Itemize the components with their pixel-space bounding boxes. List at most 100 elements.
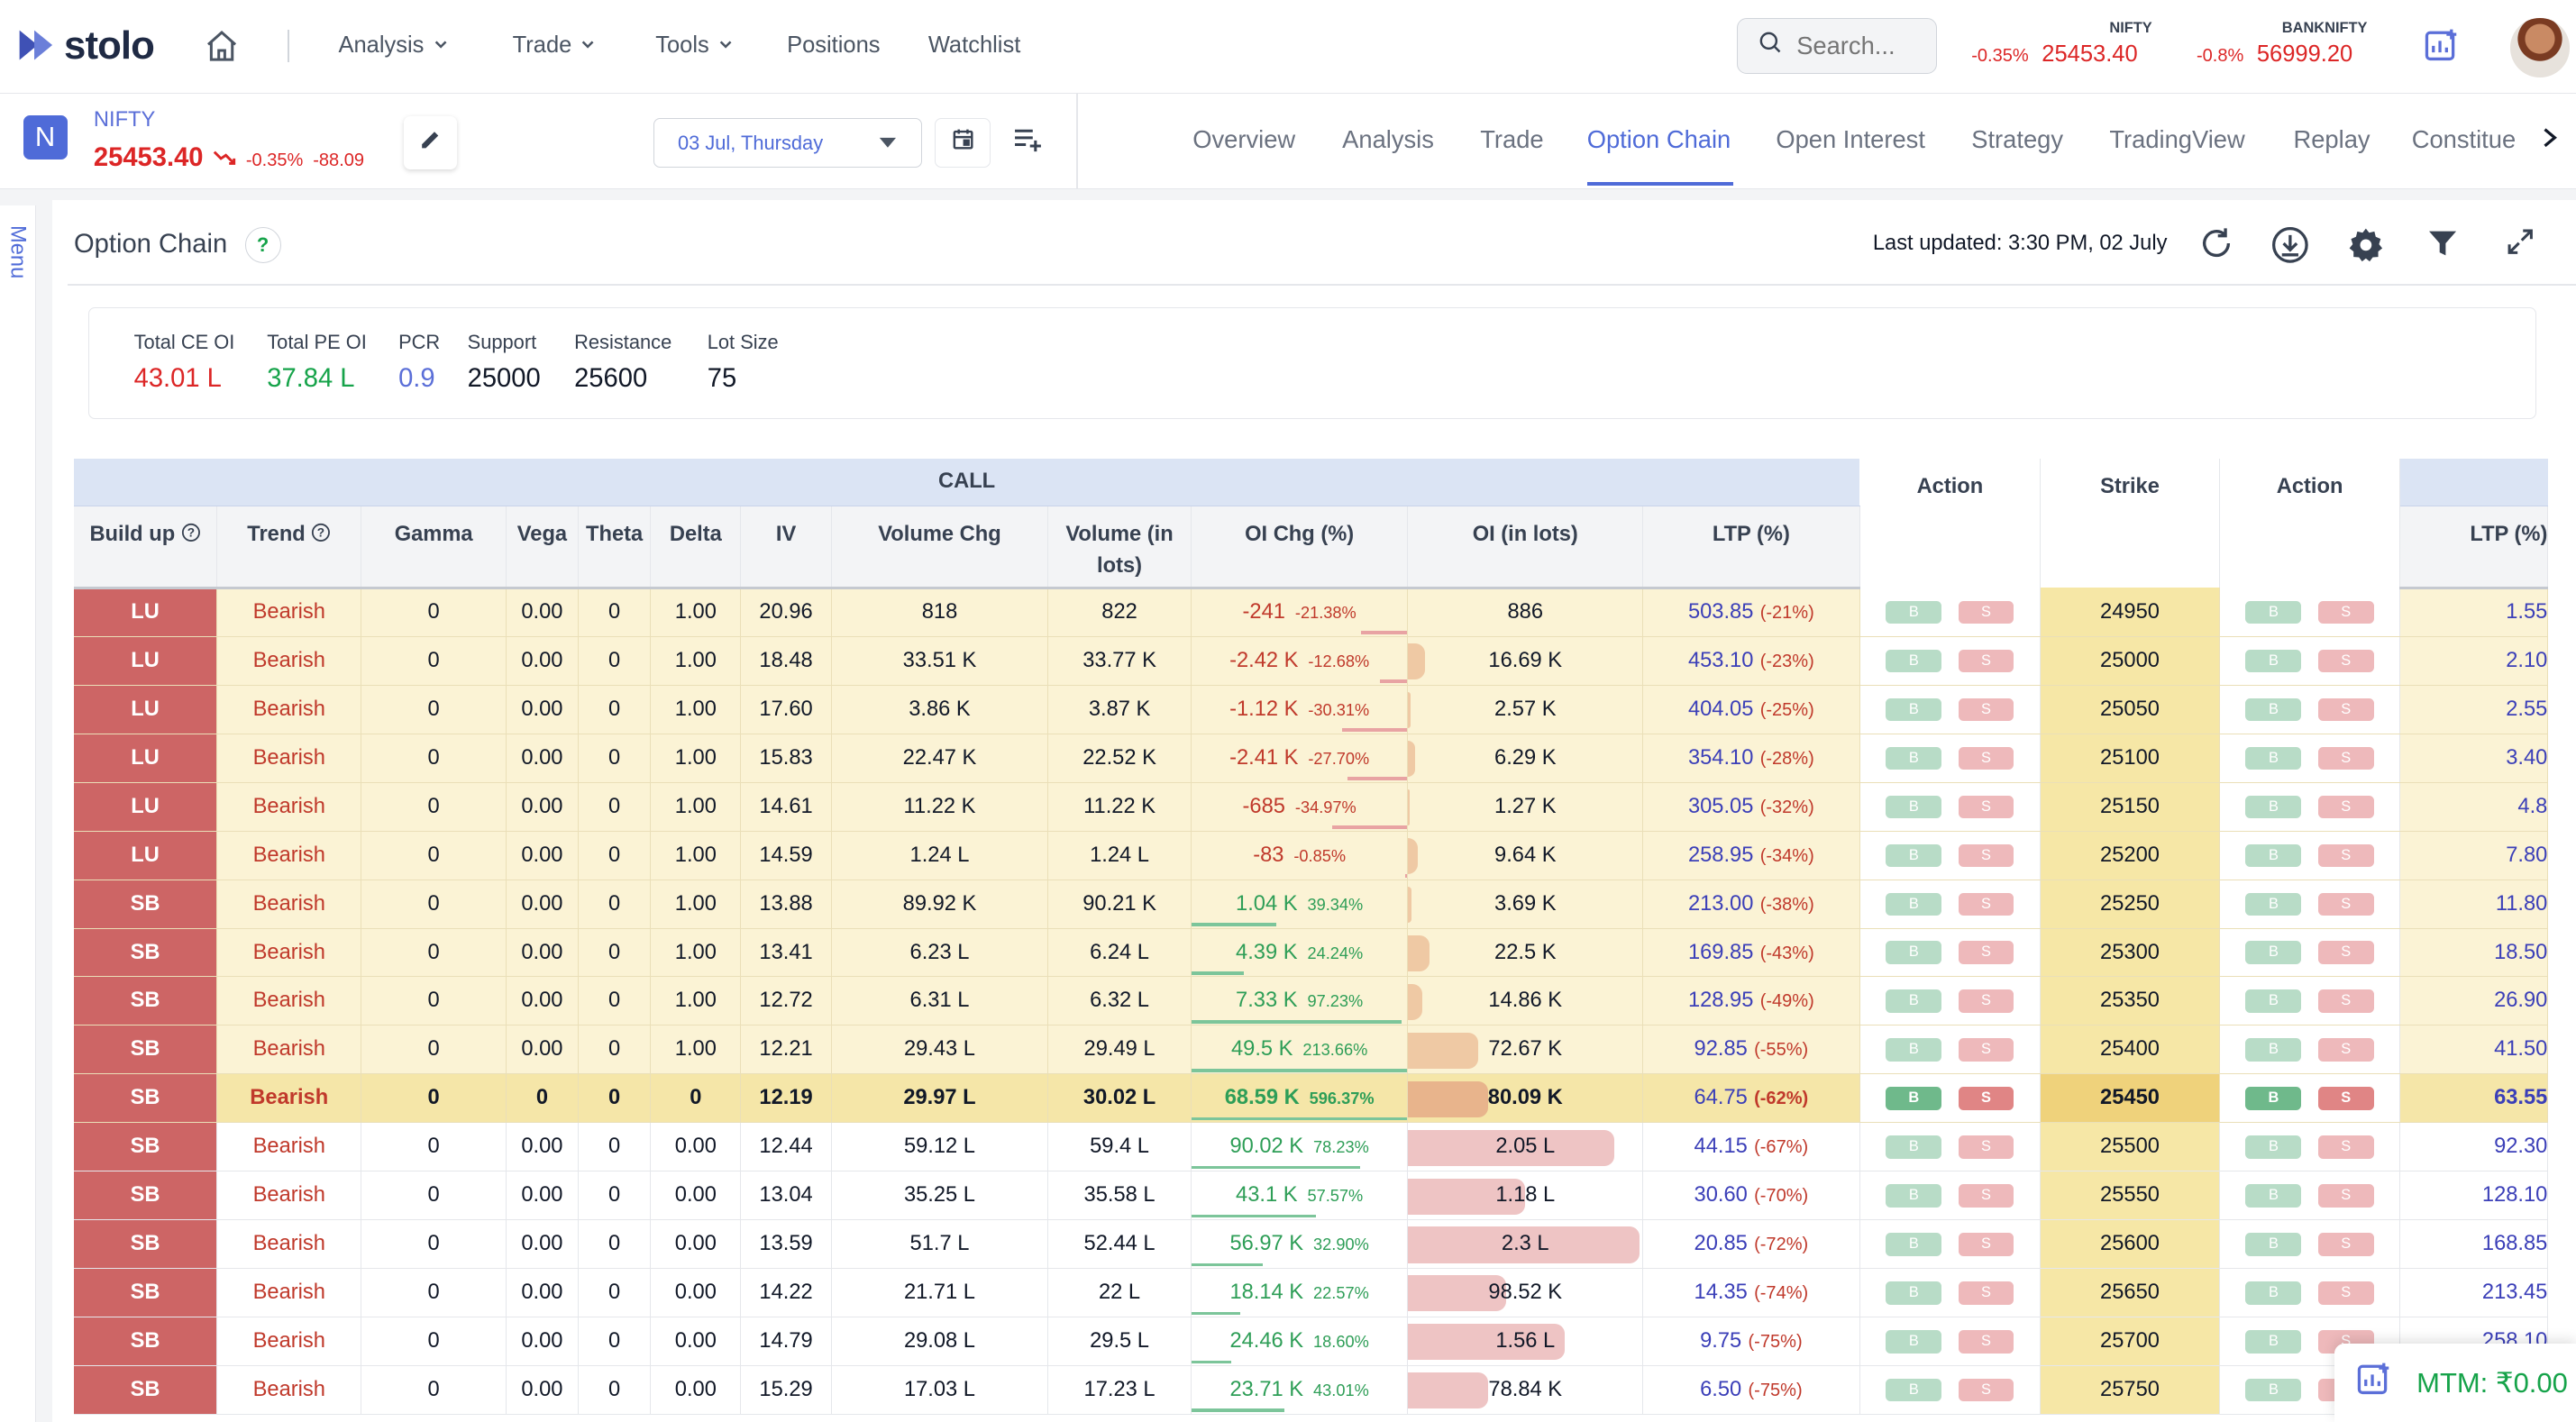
ticker-banknifty[interactable]: BANKNIFTY -0.8% 56999.20 <box>2197 20 2368 68</box>
sell-call-button[interactable]: S <box>1958 892 2014 916</box>
sell-put-button[interactable]: S <box>2317 1184 2374 1208</box>
brand-logo[interactable]: stolo <box>16 23 155 68</box>
col-volume-lots[interactable]: Volume (in lots) <box>1047 506 1192 589</box>
search-input[interactable] <box>1796 32 1928 61</box>
sell-call-button[interactable]: S <box>1958 941 2014 964</box>
nav-watchlist[interactable]: Watchlist <box>927 32 1021 59</box>
sell-put-button[interactable]: S <box>2317 843 2374 868</box>
buy-call-button[interactable]: B <box>1886 600 1942 624</box>
table-row[interactable]: SB Bearish 0 0.00 0 0.00 12.44 59.12 L 59.4 L 90.… <box>74 1122 2549 1172</box>
buy-call-button[interactable]: B <box>1886 1233 1942 1256</box>
buy-call-button[interactable]: B <box>1886 649 1942 673</box>
refresh-icon[interactable] <box>2198 225 2234 269</box>
help-circle-icon[interactable]: ? <box>311 523 331 546</box>
calendar-button[interactable] <box>935 118 991 168</box>
sell-call-button[interactable]: S <box>1958 697 2014 722</box>
tab-constituents[interactable]: Constitue <box>2411 124 2517 153</box>
sell-call-button[interactable]: S <box>1958 989 2014 1013</box>
buy-put-button[interactable]: B <box>2245 1135 2302 1159</box>
search-box[interactable] <box>1736 18 1937 75</box>
table-row[interactable]: LU Bearish 0 0.00 0 1.00 18.48 33.51 K 33.77 K -2… <box>74 636 2549 686</box>
sell-call-button[interactable]: S <box>1958 1233 2014 1256</box>
table-row[interactable]: SB Bearish 0 0.00 0 0.00 15.29 17.03 L 17.23 L 23… <box>74 1365 2549 1415</box>
sell-call-button[interactable]: S <box>1958 1135 2014 1159</box>
side-menu-toggle[interactable]: Menu <box>0 205 37 1422</box>
sell-call-button[interactable]: S <box>1958 600 2014 624</box>
sell-call-button[interactable]: S <box>1958 1281 2014 1305</box>
buy-call-button[interactable]: B <box>1886 843 1942 868</box>
home-icon[interactable] <box>204 28 240 71</box>
table-row[interactable]: SB Bearish 0 0.00 0 1.00 13.41 6.23 L 6.24 L 4.39… <box>74 928 2549 978</box>
buy-put-button[interactable]: B <box>2245 1087 2302 1110</box>
nav-analysis[interactable]: Analysis <box>338 32 448 59</box>
buy-call-button[interactable]: B <box>1886 746 1942 770</box>
buy-put-button[interactable]: B <box>2245 697 2302 722</box>
table-row[interactable]: LU Bearish 0 0.00 0 1.00 17.60 3.86 K 3.87 K -1.1… <box>74 685 2549 734</box>
buy-put-button[interactable]: B <box>2245 1329 2302 1354</box>
buy-put-button[interactable]: B <box>2245 746 2302 770</box>
sell-call-button[interactable]: S <box>1958 843 2014 868</box>
add-to-list-button[interactable] <box>1000 118 1056 168</box>
buy-put-button[interactable]: B <box>2245 941 2302 964</box>
sell-put-button[interactable]: S <box>2317 1281 2374 1305</box>
table-row[interactable]: SB Bearish 0 0.00 0 1.00 12.21 29.43 L 29.49 L 49… <box>74 1025 2549 1075</box>
sell-put-button[interactable]: S <box>2317 649 2374 673</box>
buy-call-button[interactable]: B <box>1886 1038 1942 1062</box>
col-ltp[interactable]: LTP (%) <box>1642 506 1860 589</box>
col-theta[interactable]: Theta <box>578 506 652 589</box>
sell-call-button[interactable]: S <box>1958 746 2014 770</box>
buy-put-button[interactable]: B <box>2245 1378 2302 1402</box>
table-row[interactable]: SB Bearish 0 0.00 0 1.00 12.72 6.31 L 6.32 L 7.33… <box>74 976 2549 1026</box>
nav-trade[interactable]: Trade <box>513 32 597 59</box>
sell-put-button[interactable]: S <box>2317 941 2374 964</box>
table-row[interactable]: SB Bearish 0 0.00 0 1.00 13.88 89.92 K 90.21 K 1.… <box>74 880 2549 929</box>
sell-call-button[interactable]: S <box>1958 1184 2014 1208</box>
tab-open-interest[interactable]: Open Interest <box>1776 124 1925 153</box>
nav-tools[interactable]: Tools <box>655 32 734 59</box>
sell-call-button[interactable]: S <box>1958 1038 2014 1062</box>
col-trend[interactable]: Trend ? <box>216 506 362 589</box>
sell-call-button[interactable]: S <box>1958 1378 2014 1402</box>
sell-call-button[interactable]: S <box>1958 1087 2014 1110</box>
tab-option-chain[interactable]: Option Chain <box>1586 124 1731 153</box>
buy-call-button[interactable]: B <box>1886 795 1942 819</box>
buy-call-button[interactable]: B <box>1886 1087 1942 1110</box>
table-row[interactable]: LU Bearish 0 0.00 0 1.00 14.61 11.22 K 11.22 K -6… <box>74 782 2549 832</box>
tab-trade[interactable]: Trade <box>1480 124 1544 153</box>
col-vega[interactable]: Vega <box>506 506 580 589</box>
buy-put-button[interactable]: B <box>2245 892 2302 916</box>
col-oi-lots[interactable]: OI (in lots) <box>1407 506 1644 589</box>
tab-strategy[interactable]: Strategy <box>1971 124 2064 153</box>
buy-put-button[interactable]: B <box>2245 1233 2302 1256</box>
avatar[interactable] <box>2510 18 2570 77</box>
buy-put-button[interactable]: B <box>2245 649 2302 673</box>
sell-put-button[interactable]: S <box>2317 1233 2374 1256</box>
sell-call-button[interactable]: S <box>1958 1329 2014 1354</box>
sell-put-button[interactable]: S <box>2317 746 2374 770</box>
table-row[interactable]: LU Bearish 0 0.00 0 1.00 15.83 22.47 K 22.52 K -2… <box>74 734 2549 783</box>
buy-call-button[interactable]: B <box>1886 1329 1942 1354</box>
buy-call-button[interactable]: B <box>1886 697 1942 722</box>
col-volume-chg[interactable]: Volume Chg <box>831 506 1049 589</box>
col-iv[interactable]: IV <box>740 506 832 589</box>
table-row[interactable]: LU Bearish 0 0.00 0 1.00 14.59 1.24 L 1.24 L -83-… <box>74 831 2549 880</box>
buy-put-button[interactable]: B <box>2245 1281 2302 1305</box>
symbol-name[interactable]: NIFTY <box>93 108 156 132</box>
ticker-nifty[interactable]: NIFTY -0.35% 25453.40 <box>1971 20 2151 68</box>
buy-call-button[interactable]: B <box>1886 941 1942 964</box>
expand-icon[interactable] <box>2504 225 2536 265</box>
table-row[interactable]: SB Bearish 0 0.00 0 0.00 14.79 29.08 L 29.5 L 24.… <box>74 1317 2549 1366</box>
sell-put-button[interactable]: S <box>2317 600 2374 624</box>
tab-analysis[interactable]: Analysis <box>1342 124 1434 153</box>
buy-call-button[interactable]: B <box>1886 989 1942 1013</box>
sell-put-button[interactable]: S <box>2317 697 2374 722</box>
sell-call-button[interactable]: S <box>1958 795 2014 819</box>
table-row[interactable]: LU Bearish 0 0.00 0 1.00 20.96 818 822 -241 -21.38… <box>74 588 2549 637</box>
help-icon[interactable]: ? <box>244 226 281 263</box>
buy-call-button[interactable]: B <box>1886 1184 1942 1208</box>
filter-icon[interactable] <box>2425 225 2461 269</box>
buy-put-button[interactable]: B <box>2245 989 2302 1013</box>
buy-put-button[interactable]: B <box>2245 1184 2302 1208</box>
tab-replay[interactable]: Replay <box>2293 124 2370 153</box>
